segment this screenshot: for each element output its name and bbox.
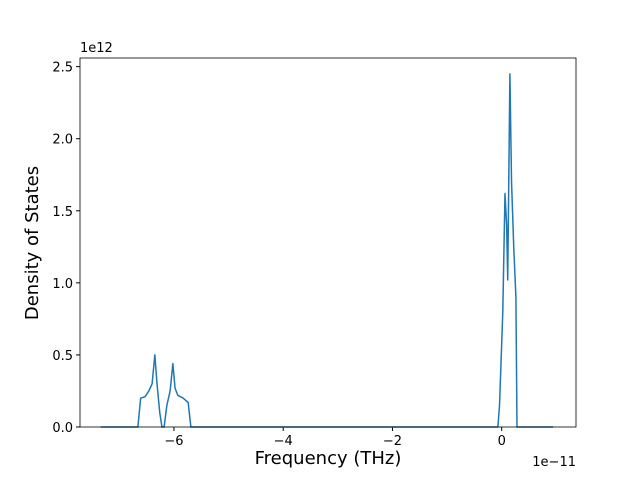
axes-frame — [79, 57, 577, 428]
y-tick-label: 0.0 — [52, 421, 73, 436]
y-offset-label: 1e12 — [80, 41, 113, 56]
y-tick-label: 0.5 — [52, 349, 73, 364]
x-tick-label: 0 — [498, 434, 506, 449]
x-offset-label: 1e−11 — [532, 455, 576, 470]
x-tick-label: −6 — [164, 434, 183, 449]
x-tick-label: −4 — [274, 434, 293, 449]
x-axis-label: Frequency (THz) — [255, 448, 402, 469]
y-axis-label: Density of States — [22, 166, 43, 320]
y-tick-label: 2.0 — [52, 133, 73, 148]
y-tick-label: 1.5 — [52, 205, 73, 220]
dos-line — [100, 73, 554, 428]
x-tick-label: −2 — [383, 434, 402, 449]
y-tick-label: 2.5 — [52, 61, 73, 76]
y-tick-label: 1.0 — [52, 277, 73, 292]
